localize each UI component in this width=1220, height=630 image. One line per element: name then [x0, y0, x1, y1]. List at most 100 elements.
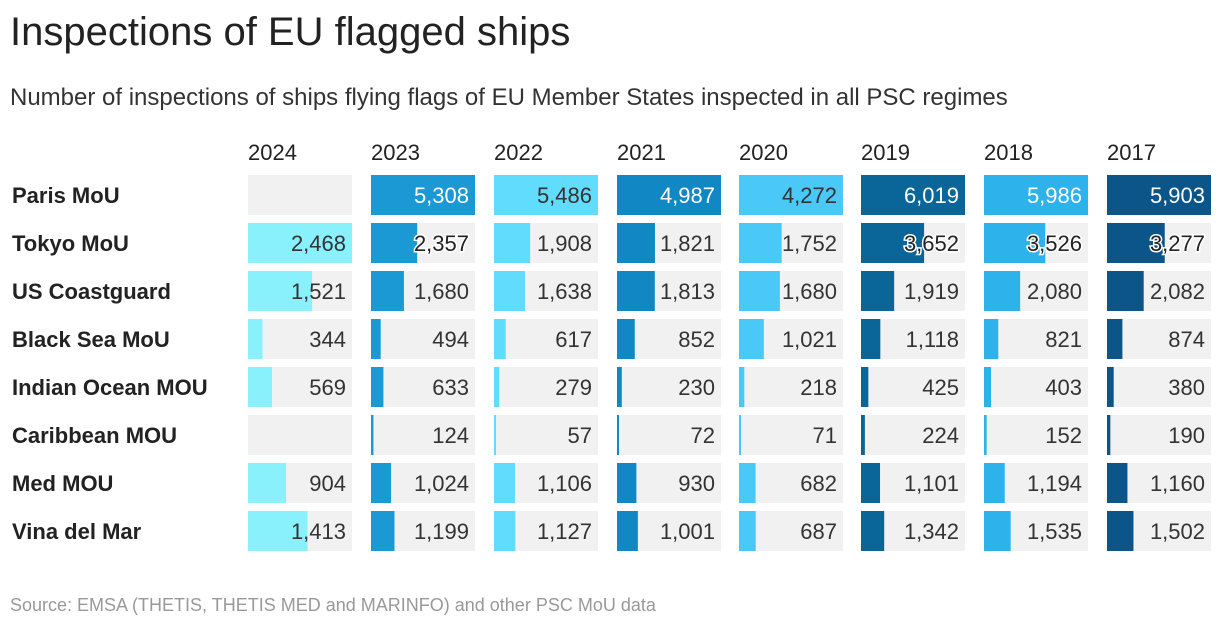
value-label-indian-ocean-mou-2020: 218: [800, 375, 837, 400]
bar-tokyo-mou-2022: [494, 223, 531, 263]
value-label-indian-ocean-mou-2018: 403: [1045, 375, 1082, 400]
bar-tokyo-mou-2018: [984, 223, 1046, 263]
value-label-paris-mou-2023: 5,308: [414, 183, 469, 208]
cell-bg-black-sea-mou-2022: [494, 319, 598, 359]
cell-bg-caribbean-mou-2021: [617, 415, 721, 455]
value-label-black-sea-mou-2024: 344: [309, 327, 346, 352]
value-label-us-coastguard-2020: 1,680: [782, 279, 837, 304]
bar-indian-ocean-mou-2023: [371, 367, 384, 407]
bar-paris-mou-2019: [861, 175, 965, 215]
value-label-caribbean-mou-2019: 224: [922, 423, 959, 448]
value-label-indian-ocean-mou-2023: 633: [432, 375, 469, 400]
bar-vina-del-mar-2023: [371, 511, 395, 551]
value-label-med-mou-2019: 1,101: [904, 471, 959, 496]
bar-caribbean-mou-2017: [1107, 415, 1111, 455]
value-label-caribbean-mou-2020: 71: [813, 423, 837, 448]
value-label-indian-ocean-mou-2019: 425: [922, 375, 959, 400]
value-label-med-mou-2023: 1,024: [414, 471, 469, 496]
value-label-vina-del-mar-2024: 1,413: [291, 519, 346, 544]
row-label-med-mou: Med MOU: [12, 471, 113, 496]
chart-title: Inspections of EU flagged ships: [10, 10, 571, 54]
bar-indian-ocean-mou-2019: [861, 367, 869, 407]
bar-tokyo-mou-2024: [248, 223, 352, 263]
value-label-caribbean-mou-2017: 190: [1168, 423, 1205, 448]
value-label-us-coastguard-2023: 1,680: [414, 279, 469, 304]
bar-paris-mou-2018: [984, 175, 1088, 215]
bar-tokyo-mou-2021: [617, 223, 655, 263]
value-label-us-coastguard-2024: 1,521: [291, 279, 346, 304]
cell-bg-caribbean-mou-2024: [248, 415, 352, 455]
value-label-black-sea-mou-2019: 1,118: [906, 327, 959, 352]
value-label-tokyo-mou-2020: 1,752: [782, 231, 837, 256]
bar-black-sea-mou-2017: [1107, 319, 1123, 359]
cell-bg-caribbean-mou-2018: [984, 415, 1088, 455]
bar-vina-del-mar-2019: [861, 511, 885, 551]
bar-paris-mou-2022: [494, 175, 598, 215]
bar-caribbean-mou-2020: [739, 415, 741, 455]
value-label-med-mou-2024: 904: [309, 471, 346, 496]
bar-tokyo-mou-2017: [1107, 223, 1165, 263]
cell-bg-paris-mou-2024: [248, 175, 352, 215]
row-label-tokyo-mou: Tokyo MoU: [12, 231, 129, 256]
column-header-2018: 2018: [984, 140, 1033, 165]
value-label-us-coastguard-2022: 1,638: [537, 279, 592, 304]
value-label-tokyo-mou-2021: 1,821: [660, 231, 715, 256]
value-label-paris-mou-2022: 5,486: [537, 183, 592, 208]
cell-bg-indian-ocean-mou-2017: [1107, 367, 1211, 407]
row-label-vina-del-mar: Vina del Mar: [12, 519, 142, 544]
bar-black-sea-mou-2020: [739, 319, 764, 359]
value-label-vina-del-mar-2017: 1,502: [1150, 519, 1205, 544]
value-label-caribbean-mou-2022: 57: [568, 423, 592, 448]
bar-black-sea-mou-2021: [617, 319, 635, 359]
value-label-tokyo-mou-2018: 3,526: [1027, 231, 1082, 256]
value-label-black-sea-mou-2022: 617: [555, 327, 592, 352]
row-label-us-coastguard: US Coastguard: [12, 279, 171, 304]
cell-bg-indian-ocean-mou-2023: [371, 367, 475, 407]
bar-us-coastguard-2022: [494, 271, 526, 311]
bar-vina-del-mar-2022: [494, 511, 516, 551]
value-label-vina-del-mar-2018: 1,535: [1027, 519, 1082, 544]
value-label-med-mou-2017: 1,160: [1150, 471, 1205, 496]
value-label-vina-del-mar-2020: 687: [800, 519, 837, 544]
bar-caribbean-mou-2023: [371, 415, 374, 455]
cell-bg-black-sea-mou-2018: [984, 319, 1088, 359]
bar-med-mou-2021: [617, 463, 637, 503]
value-label-caribbean-mou-2023: 124: [432, 423, 469, 448]
source-note: Source: EMSA (THETIS, THETIS MED and MAR…: [10, 595, 656, 615]
value-label-caribbean-mou-2021: 72: [691, 423, 715, 448]
bar-tokyo-mou-2019: [861, 223, 925, 263]
value-label-indian-ocean-mou-2017: 380: [1168, 375, 1205, 400]
bar-paris-mou-2017: [1107, 175, 1211, 215]
row-label-black-sea-mou: Black Sea MoU: [12, 327, 170, 352]
value-label-tokyo-mou-2024: 2,468: [291, 231, 346, 256]
bar-vina-del-mar-2017: [1107, 511, 1134, 551]
value-label-med-mou-2022: 1,106: [537, 471, 592, 496]
bar-us-coastguard-2018: [984, 271, 1021, 311]
bar-vina-del-mar-2018: [984, 511, 1011, 551]
bar-med-mou-2023: [371, 463, 392, 503]
bar-indian-ocean-mou-2018: [984, 367, 992, 407]
bar-indian-ocean-mou-2022: [494, 367, 500, 407]
bar-med-mou-2019: [861, 463, 881, 503]
value-label-indian-ocean-mou-2022: 279: [555, 375, 592, 400]
bar-caribbean-mou-2018: [984, 415, 987, 455]
bar-indian-ocean-mou-2024: [248, 367, 272, 407]
row-label-paris-mou: Paris MoU: [12, 183, 120, 208]
value-label-vina-del-mar-2019: 1,342: [904, 519, 959, 544]
cell-bg-indian-ocean-mou-2018: [984, 367, 1088, 407]
column-header-2021: 2021: [617, 140, 666, 165]
value-label-tokyo-mou-2017: 3,277: [1150, 231, 1205, 256]
cell-bg-indian-ocean-mou-2022: [494, 367, 598, 407]
cell-bg-med-mou-2020: [739, 463, 843, 503]
value-label-paris-mou-2019: 6,019: [904, 183, 959, 208]
value-label-vina-del-mar-2021: 1,001: [660, 519, 715, 544]
value-label-us-coastguard-2019: 1,919: [904, 279, 959, 304]
column-header-2024: 2024: [248, 140, 297, 165]
row-label-indian-ocean-mou: Indian Ocean MOU: [12, 375, 208, 400]
cell-bg-vina-del-mar-2020: [739, 511, 843, 551]
bar-paris-mou-2023: [371, 175, 475, 215]
cell-bg-caribbean-mou-2022: [494, 415, 598, 455]
value-label-paris-mou-2018: 5,986: [1027, 183, 1082, 208]
cell-bg-indian-ocean-mou-2019: [861, 367, 965, 407]
